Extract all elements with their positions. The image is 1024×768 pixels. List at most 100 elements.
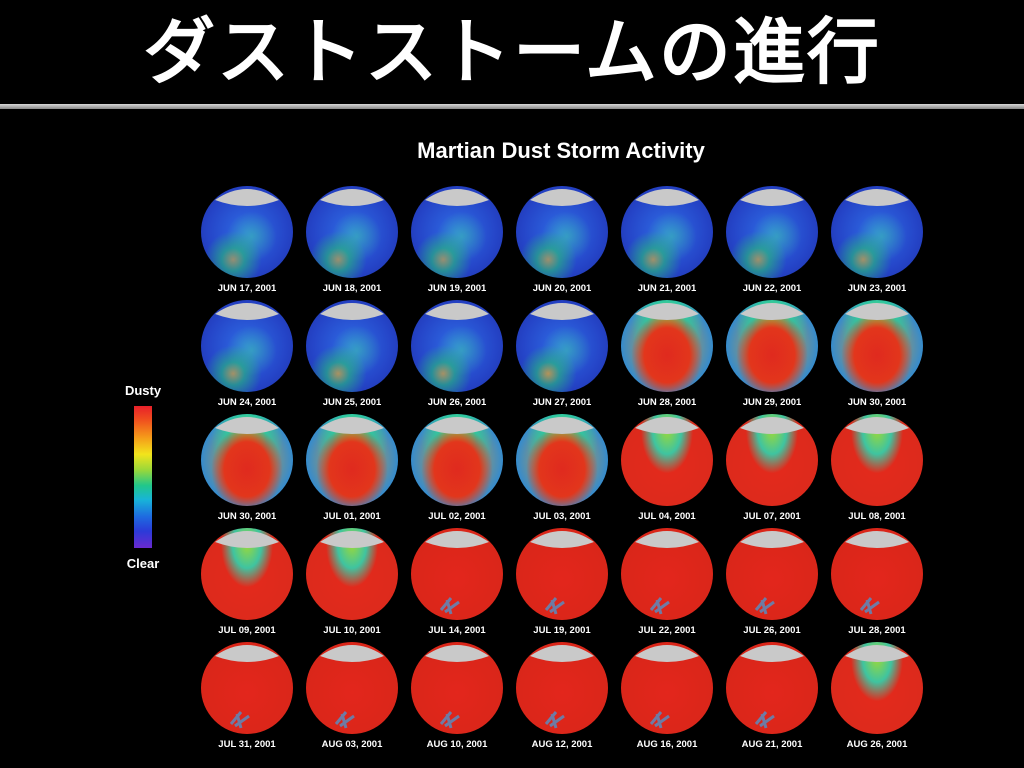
clear-region-streaks xyxy=(441,598,459,614)
globe-panel: JUL 02, 2001 xyxy=(410,414,504,508)
panel-date-label: JUN 29, 2001 xyxy=(719,397,825,408)
polar-cap xyxy=(845,303,909,320)
globe-panel: JUL 22, 2001 xyxy=(620,528,714,622)
panel-date-label: JUN 23, 2001 xyxy=(824,283,930,294)
polar-cap xyxy=(635,645,699,662)
mars-globe-image xyxy=(831,414,923,506)
panel-date-label: JUL 04, 2001 xyxy=(614,511,720,522)
panel-date-label: JUN 30, 2001 xyxy=(824,397,930,408)
panel-date-label: JUN 26, 2001 xyxy=(404,397,510,408)
mars-globe-image xyxy=(411,186,503,278)
mars-globe-image xyxy=(306,414,398,506)
polar-cap xyxy=(320,417,384,434)
globe-panel: JUL 09, 2001 xyxy=(200,528,294,622)
legend-dusty-label: Dusty xyxy=(110,383,176,398)
mars-globe-image xyxy=(726,186,818,278)
polar-cap xyxy=(635,189,699,206)
polar-cap xyxy=(530,645,594,662)
globe-panel: JUL 26, 2001 xyxy=(725,528,819,622)
mars-globe-image xyxy=(621,642,713,734)
polar-cap xyxy=(635,531,699,548)
panel-date-label: JUL 19, 2001 xyxy=(509,625,615,636)
mars-globe-image xyxy=(516,642,608,734)
polar-cap xyxy=(740,417,804,434)
polar-cap xyxy=(740,645,804,662)
polar-cap xyxy=(215,303,279,320)
mars-globe-image xyxy=(621,414,713,506)
panel-date-label: AUG 16, 2001 xyxy=(614,739,720,750)
clear-region-streaks xyxy=(651,712,669,728)
panel-date-label: JUN 28, 2001 xyxy=(614,397,720,408)
slide-title: ダストストームの進行 xyxy=(0,12,1024,92)
panel-date-label: JUL 07, 2001 xyxy=(719,511,825,522)
panel-date-label: JUN 19, 2001 xyxy=(404,283,510,294)
chart-title: Martian Dust Storm Activity xyxy=(200,138,922,164)
globe-panel: JUN 27, 2001 xyxy=(515,300,609,394)
globe-panel: JUN 17, 2001 xyxy=(200,186,294,280)
mars-globe-image xyxy=(306,300,398,392)
mars-globe-image xyxy=(306,528,398,620)
polar-cap xyxy=(740,303,804,320)
globe-panel: JUL 28, 2001 xyxy=(830,528,924,622)
panel-date-label: JUL 09, 2001 xyxy=(194,625,300,636)
polar-cap xyxy=(845,645,909,662)
polar-cap xyxy=(845,417,909,434)
mars-globe-image xyxy=(831,528,923,620)
legend-color-bar xyxy=(134,406,152,548)
panel-date-label: JUN 18, 2001 xyxy=(299,283,405,294)
globe-panel: JUN 25, 2001 xyxy=(305,300,399,394)
mars-globe-image xyxy=(201,186,293,278)
mars-globe-image xyxy=(726,300,818,392)
polar-cap xyxy=(425,645,489,662)
clear-region-streaks xyxy=(231,712,249,728)
globe-panel: JUN 22, 2001 xyxy=(725,186,819,280)
mars-globe-image xyxy=(411,642,503,734)
panel-date-label: JUL 26, 2001 xyxy=(719,625,825,636)
panel-date-label: JUL 03, 2001 xyxy=(509,511,615,522)
panel-date-label: JUL 08, 2001 xyxy=(824,511,930,522)
polar-cap xyxy=(320,189,384,206)
panel-date-label: AUG 21, 2001 xyxy=(719,739,825,750)
polar-cap xyxy=(845,189,909,206)
clear-region-streaks xyxy=(441,712,459,728)
mars-globe-image xyxy=(306,186,398,278)
clear-region-streaks xyxy=(546,598,564,614)
panel-date-label: AUG 26, 2001 xyxy=(824,739,930,750)
mars-globe-image xyxy=(201,528,293,620)
mars-globe-image xyxy=(411,528,503,620)
polar-cap xyxy=(530,417,594,434)
panel-date-label: AUG 03, 2001 xyxy=(299,739,405,750)
panel-date-label: AUG 10, 2001 xyxy=(404,739,510,750)
polar-cap xyxy=(320,303,384,320)
panel-date-label: JUN 21, 2001 xyxy=(614,283,720,294)
mars-globe-image xyxy=(831,186,923,278)
mars-globe-image xyxy=(201,300,293,392)
clear-region-streaks xyxy=(861,598,879,614)
panel-date-label: JUN 24, 2001 xyxy=(194,397,300,408)
globe-panel: AUG 12, 2001 xyxy=(515,642,609,736)
polar-cap xyxy=(845,531,909,548)
mars-globe-image xyxy=(516,528,608,620)
legend-clear-label: Clear xyxy=(110,556,176,571)
polar-cap xyxy=(215,645,279,662)
panel-date-label: JUN 30, 2001 xyxy=(194,511,300,522)
polar-cap xyxy=(425,531,489,548)
globe-panel: JUL 31, 2001 xyxy=(200,642,294,736)
polar-cap xyxy=(530,303,594,320)
clear-region-streaks xyxy=(546,712,564,728)
globe-panel: JUN 20, 2001 xyxy=(515,186,609,280)
clear-region-streaks xyxy=(651,598,669,614)
mars-globe-image xyxy=(516,414,608,506)
globe-panel-grid: JUN 17, 2001 JUN 18, 2001 JUN 19, 2001 JUN … xyxy=(200,186,924,736)
globe-panel: JUN 28, 2001 xyxy=(620,300,714,394)
polar-cap xyxy=(215,531,279,548)
panel-date-label: JUL 10, 2001 xyxy=(299,625,405,636)
polar-cap xyxy=(425,189,489,206)
globe-panel: JUN 18, 2001 xyxy=(305,186,399,280)
panel-date-label: JUL 31, 2001 xyxy=(194,739,300,750)
polar-cap xyxy=(635,303,699,320)
mars-globe-image xyxy=(201,414,293,506)
mars-globe-image xyxy=(621,300,713,392)
globe-panel: JUL 19, 2001 xyxy=(515,528,609,622)
panel-date-label: JUL 14, 2001 xyxy=(404,625,510,636)
